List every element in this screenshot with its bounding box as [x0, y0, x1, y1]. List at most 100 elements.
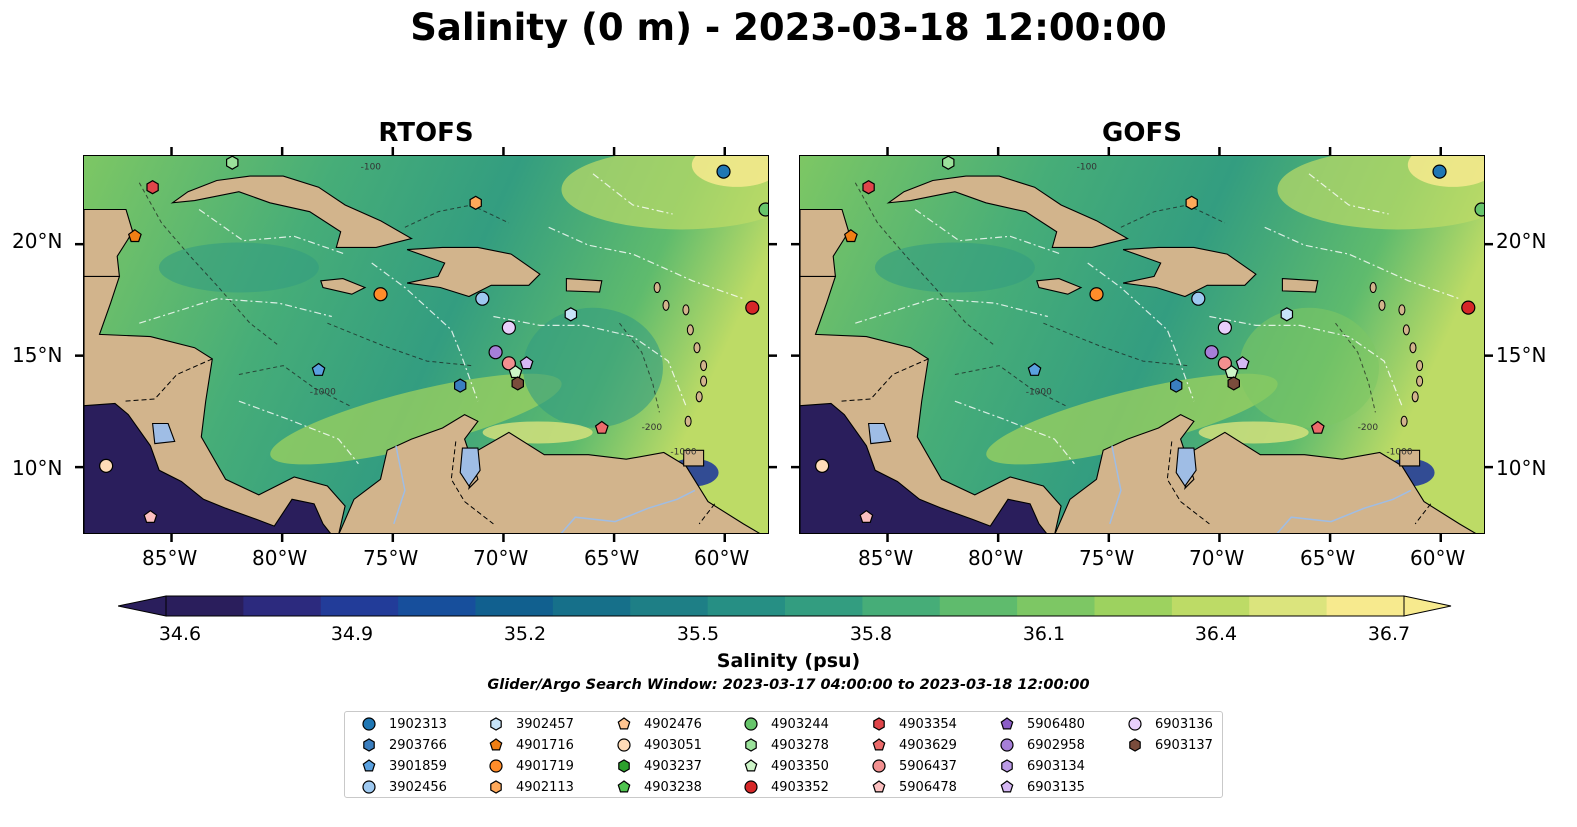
circle-marker-icon	[872, 759, 886, 773]
legend-label: 5906480	[1027, 716, 1085, 732]
lon-label-gofs-65w: 65°W	[1300, 546, 1356, 570]
lon-label-gofs-70w: 70°W	[1189, 546, 1245, 570]
legend-item-4903354: 4903354	[871, 714, 957, 734]
country-border	[450, 441, 494, 525]
island-antilles-7	[662, 299, 670, 311]
float-marker-4903278	[942, 156, 955, 170]
salinity-patch-cayman	[874, 242, 1035, 293]
circle-marker-icon	[1128, 717, 1142, 731]
eez-boundary	[855, 298, 1048, 324]
float-marker-5906478	[143, 509, 158, 523]
legend-label: 2903766	[389, 737, 447, 753]
colorbar-bin	[166, 596, 244, 616]
eez-boundary	[139, 298, 332, 324]
bathymetry-contour	[238, 365, 350, 407]
river-orinoco	[560, 489, 696, 533]
legend-item-3902457: 3902457	[488, 714, 574, 734]
bathymetry-contour	[327, 322, 472, 367]
colorbar-tick-361: 36.1	[1022, 623, 1066, 645]
lon-label-gofs-60w: 60°W	[1410, 546, 1466, 570]
pentagon-marker-icon	[744, 759, 758, 772]
legend-item-6903136: 6903136	[1127, 714, 1213, 734]
country-border	[123, 358, 213, 402]
colorbar-bin	[630, 596, 709, 616]
pacific-coast	[800, 402, 1047, 533]
eez-boundary	[371, 262, 479, 402]
pentagon-marker-icon	[872, 780, 886, 793]
float-marker-4903352	[1461, 300, 1476, 315]
country-border	[1166, 441, 1210, 525]
colorbar-tick-355: 35.5	[676, 623, 720, 645]
colorbar-bin	[862, 596, 941, 616]
island-antilles-7	[1378, 299, 1386, 311]
lat-label-left-10n: 10°N	[12, 456, 63, 480]
legend-item-4903051: 4903051	[616, 735, 702, 755]
salinity-patch-mid	[1238, 307, 1379, 428]
island-antilles-0	[1400, 415, 1408, 427]
river-magdalena	[393, 445, 406, 525]
colorbar-bin	[475, 596, 554, 616]
colorbar-bin	[320, 596, 399, 616]
lon-label-gofs-75w: 75°W	[1079, 546, 1135, 570]
float-marker-3902457	[564, 307, 578, 322]
island-antilles-4	[693, 342, 701, 354]
island-antilles-1	[1411, 391, 1419, 403]
legend-label: 4903354	[899, 716, 957, 732]
legend-item-3901859: 3901859	[361, 756, 447, 776]
country-border	[839, 358, 929, 402]
pentagon-marker-icon	[362, 759, 376, 772]
circle-marker-icon	[744, 717, 758, 731]
legend-item-4903238: 4903238	[616, 777, 702, 797]
colorbar-bin	[939, 596, 1018, 616]
land-cuba	[170, 175, 413, 248]
legend-label: 5906478	[899, 779, 957, 795]
lon-label-rtofs-60w: 60°W	[694, 546, 750, 570]
contour-label: -100	[1077, 162, 1098, 172]
lat-label-left-15n: 15°N	[12, 343, 63, 367]
panel-title-rtofs: RTOFS	[378, 118, 474, 148]
eez-boundary	[493, 315, 687, 406]
pentagon-marker-icon	[872, 738, 886, 751]
circle-marker-icon	[362, 780, 376, 794]
hexagon-marker-icon	[490, 780, 502, 794]
land-nicaragua_lake	[151, 422, 176, 445]
legend-label: 1902313	[389, 716, 447, 732]
float-marker-4901719	[373, 287, 388, 302]
lat-label-right-10n: 10°N	[1496, 456, 1547, 480]
colorbar-min-arrow	[117, 595, 167, 617]
float-marker-3901859	[311, 362, 326, 376]
island-antilles-4	[1409, 342, 1417, 354]
float-marker-1902313	[1432, 164, 1447, 179]
pentagon-marker-icon	[489, 738, 503, 751]
eez-boundary	[198, 209, 346, 255]
bathymetry-contour	[1335, 322, 1376, 413]
contour-label: -1000	[1386, 448, 1412, 458]
island-antilles-2	[700, 375, 708, 387]
eez-boundary	[954, 400, 1075, 465]
island-antilles-8	[653, 282, 661, 294]
pentagon-marker-icon	[617, 780, 631, 793]
float-marker-3902457	[1280, 307, 1294, 322]
float-marker-4901716	[843, 229, 858, 243]
figure-title: Salinity (0 m) - 2023-03-18 12:00:00	[410, 6, 1167, 49]
contour-label: -1000	[310, 388, 336, 398]
legend-label: 4903237	[644, 758, 702, 774]
legend-item-4903237: 4903237	[616, 756, 702, 776]
float-marker-3901859	[1027, 362, 1042, 376]
colorbar-bin	[1249, 596, 1328, 616]
colorbar-tick-346: 34.6	[158, 623, 202, 645]
map-gofs: -100 -1000 -200 -1000	[799, 155, 1485, 534]
float-marker-6903135	[1235, 356, 1250, 370]
legend-item-6903135: 6903135	[999, 777, 1085, 797]
land-jamaica	[1036, 278, 1083, 295]
lon-label-rtofs-70w: 70°W	[473, 546, 529, 570]
pentagon-marker-icon	[1000, 717, 1014, 730]
colorbar-bin	[398, 596, 476, 616]
river-orinoco	[1276, 489, 1412, 533]
float-marker-4903051	[815, 458, 830, 473]
land-yucatan	[84, 208, 134, 277]
colorbar	[117, 595, 1453, 621]
land-trinidad	[683, 449, 705, 467]
eez-boundary	[914, 209, 1062, 255]
float-legend: 1902313 2903766 3901859 3902456 3902457 49017…	[344, 711, 1223, 798]
